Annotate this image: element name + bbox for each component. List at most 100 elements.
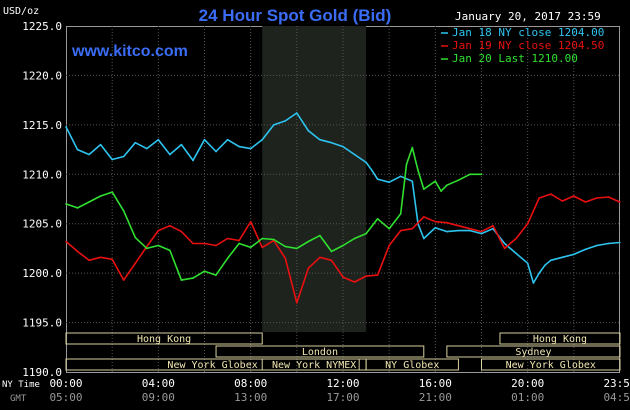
data-point (76, 207, 79, 209)
data-point (238, 239, 240, 242)
data-point (469, 229, 471, 232)
data-point (365, 232, 367, 235)
y-tick-label: 1215.0 (22, 119, 62, 132)
data-point (388, 244, 390, 247)
session-bar-label: New York Globex (506, 360, 596, 371)
session-bar (365, 358, 459, 371)
legend-entry: Jan 20 Last 1210.00 (452, 52, 578, 65)
data-point (134, 262, 137, 265)
data-point (353, 153, 356, 156)
data-point (618, 241, 621, 244)
data-point (88, 201, 90, 203)
data-point (272, 124, 275, 126)
data-point (544, 264, 546, 267)
data-point (480, 230, 483, 233)
data-point (515, 237, 517, 240)
data-point (272, 238, 275, 241)
session-bar (215, 345, 425, 358)
x-tick-label-gmt: 04:59 (603, 391, 630, 404)
data-point (371, 169, 373, 172)
data-point (192, 277, 194, 279)
data-point (296, 247, 298, 250)
data-point (399, 213, 402, 215)
x-tick-label-ny: 08:00 (234, 377, 267, 390)
session-bar-label: NY Globex (385, 360, 439, 371)
data-point (99, 143, 102, 146)
data-point (319, 138, 321, 141)
data-point (157, 229, 160, 232)
session-bar-label: Hong Kong (533, 334, 587, 345)
data-point (122, 155, 125, 158)
data-point (76, 250, 79, 253)
data-point (561, 256, 564, 259)
nymex-shaded-region (262, 26, 367, 332)
data-point (215, 244, 217, 247)
data-point (469, 173, 471, 176)
x-tick-label-gmt: 21:00 (419, 391, 452, 404)
data-point (457, 224, 460, 227)
data-point (215, 150, 217, 153)
data-point (440, 190, 442, 192)
data-point (307, 129, 310, 132)
data-point (157, 244, 160, 247)
nymex-session-shade (262, 26, 367, 332)
legend-entry: Jan 19 NY close 1204.50 (452, 39, 604, 52)
data-point (203, 138, 206, 141)
data-point (365, 161, 367, 164)
data-point (261, 237, 264, 240)
data-point (284, 120, 287, 122)
data-point (422, 188, 425, 190)
data-point (538, 272, 541, 274)
data-point (446, 230, 448, 233)
data-point (169, 249, 171, 252)
session-bar (65, 332, 263, 345)
x-tick-label-gmt: 13:00 (234, 391, 267, 404)
series-line (65, 146, 482, 281)
x-tick-label-gmt: 09:00 (142, 391, 175, 404)
data-point (134, 236, 137, 239)
data-point (169, 224, 171, 227)
data-point (319, 234, 321, 237)
y-tick-label: 1200.0 (22, 267, 62, 280)
y-tick-label: 1205.0 (22, 218, 62, 231)
data-point (203, 270, 206, 272)
site-watermark: www.kitco.com (71, 43, 188, 60)
data-point (249, 147, 252, 150)
data-point (549, 193, 552, 195)
data-point (376, 178, 379, 181)
x-tick-label-ny: 12:00 (326, 377, 359, 390)
axis-labels: 1190.0 1195.0 1200.0 1205.0 1210.0 1215.0 1220… (2, 20, 630, 404)
data-point (145, 247, 148, 250)
data-point (65, 126, 67, 128)
data-point (99, 195, 102, 197)
data-point (192, 159, 194, 162)
data-point (307, 267, 310, 270)
data-point (249, 220, 252, 223)
grid-lines (66, 26, 620, 372)
data-point (376, 217, 379, 220)
y-tick-label: 1190.0 (22, 366, 62, 379)
data-point (549, 259, 552, 262)
data-point (596, 197, 598, 199)
data-point (503, 242, 506, 245)
data-point (238, 242, 240, 245)
data-point (226, 237, 229, 240)
date-label: January 20, 2017 23:59 (455, 10, 601, 23)
data-point (261, 138, 264, 141)
data-point (319, 256, 321, 259)
data-point (422, 215, 425, 218)
chart-title: 24 Hour Spot Gold (Bid) (199, 6, 392, 25)
data-point (411, 227, 414, 230)
x-tick-label-ny: 16:00 (419, 377, 452, 390)
data-point (88, 259, 90, 262)
y-tick-label: 1210.0 (22, 168, 62, 181)
data-point (607, 242, 610, 245)
data-point (145, 245, 148, 248)
data-point (526, 262, 529, 265)
data-point (411, 180, 414, 183)
data-point (607, 196, 610, 198)
session-bar-label: New York NYMEX (272, 360, 356, 371)
x-tick-label-gmt: 05:00 (49, 391, 82, 404)
